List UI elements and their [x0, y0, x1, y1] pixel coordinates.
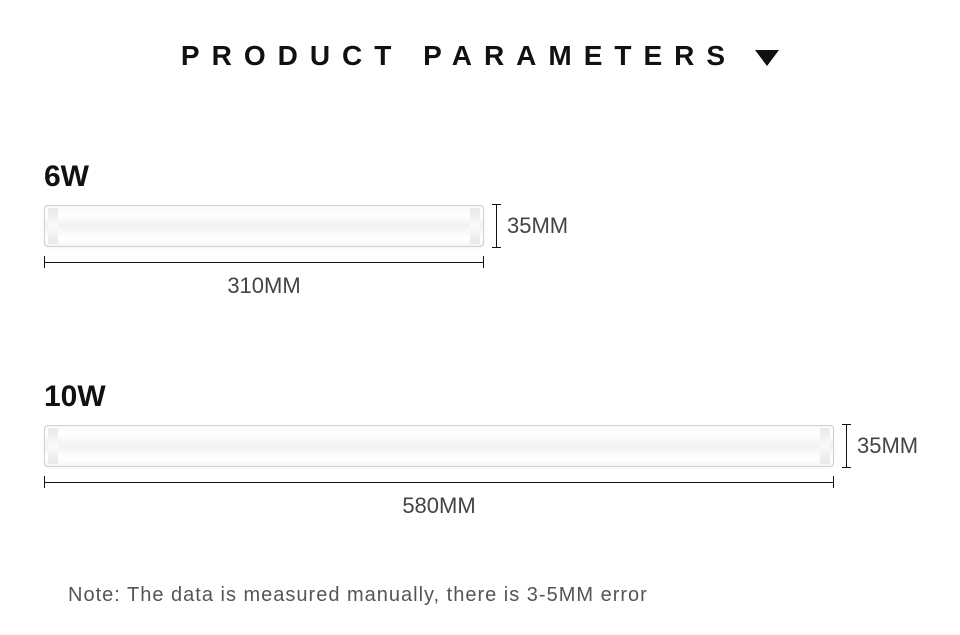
height-label: 35MM	[507, 213, 568, 239]
height-marker: 35MM	[496, 204, 568, 248]
height-rule-line	[496, 204, 497, 248]
footnote: Note: The data is measured manually, the…	[68, 584, 648, 607]
height-label: 35MM	[857, 433, 918, 459]
tube-graphic	[44, 205, 484, 247]
tube-graphic	[44, 425, 834, 467]
height-marker: 35MM	[846, 424, 918, 468]
height-rule-line	[846, 424, 847, 468]
chevron-down-icon	[755, 50, 779, 66]
page-title: PRODUCT PARAMETERS	[181, 40, 737, 72]
width-rule-line	[44, 262, 484, 263]
width-rule-line	[44, 482, 834, 483]
product-6w: 6W 35MM 310MM	[44, 160, 568, 299]
product-10w: 10W 35MM 580MM	[44, 380, 918, 519]
tube-row: 35MM	[44, 204, 568, 248]
wattage-label: 10W	[44, 380, 918, 414]
width-label: 580MM	[44, 493, 834, 519]
wattage-label: 6W	[44, 160, 568, 194]
header: PRODUCT PARAMETERS	[0, 0, 960, 72]
tube-row: 35MM	[44, 424, 918, 468]
width-label: 310MM	[44, 273, 484, 299]
